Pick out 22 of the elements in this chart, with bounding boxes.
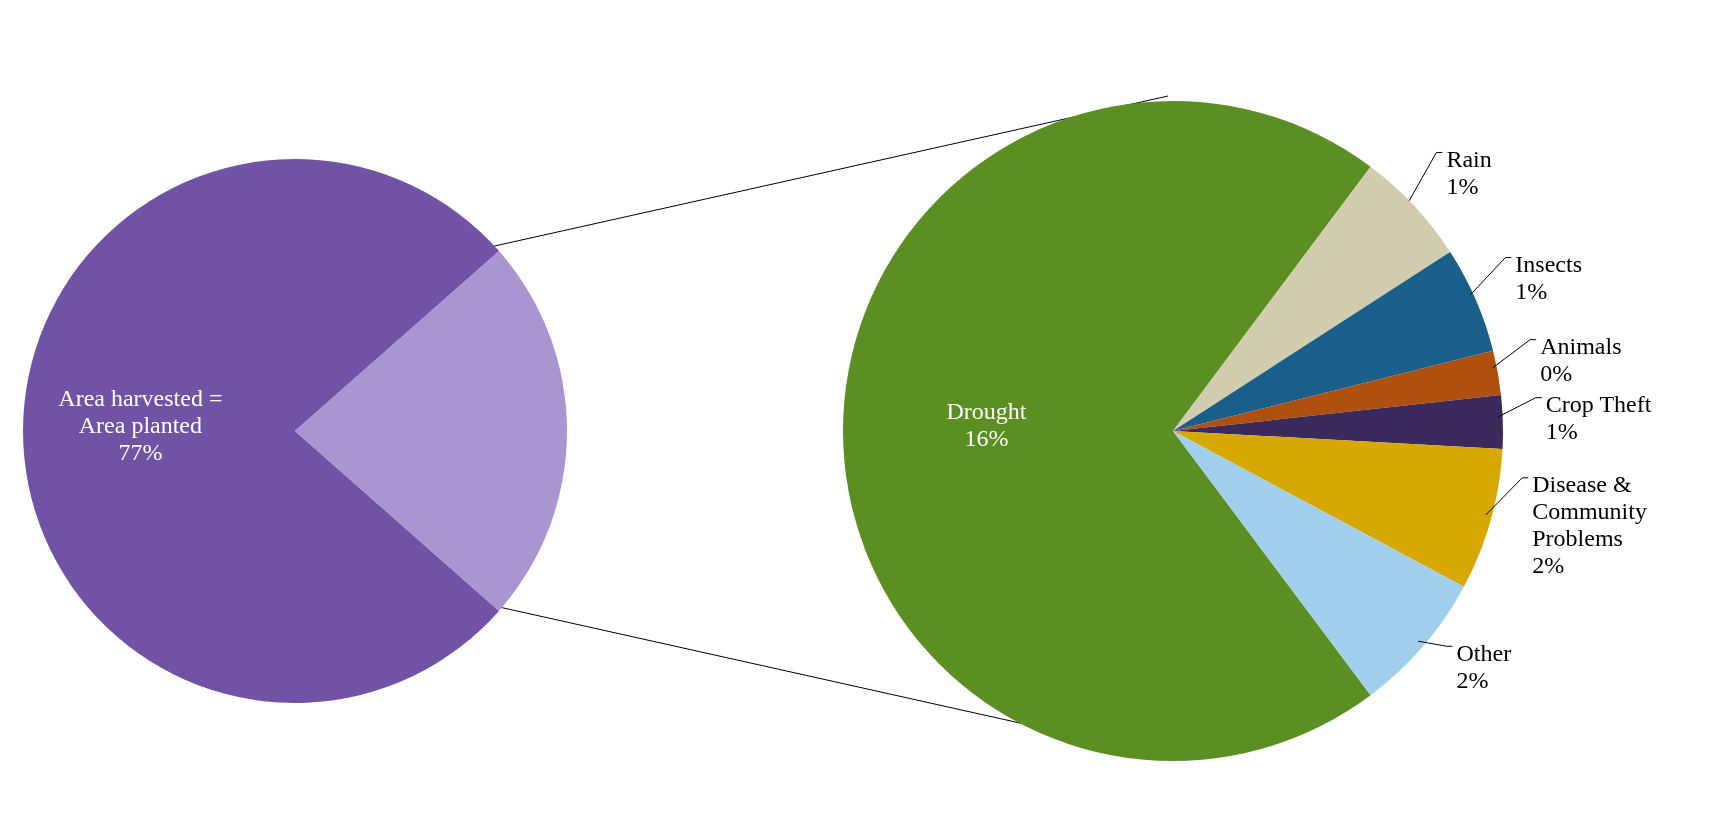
- slice-label: Area harvested = Area planted: [58, 384, 223, 438]
- slice-label: Insects: [1515, 250, 1583, 277]
- pie-slice: [1173, 251, 1494, 431]
- slice-label: Rain: [1446, 145, 1492, 172]
- pie-slice: [1173, 431, 1503, 587]
- slice-label: Crop Theft: [1545, 390, 1652, 417]
- data-label: 77%: [118, 438, 163, 465]
- slice-label: Animals: [1540, 332, 1622, 359]
- slice-label: Disease & Community Problems: [1532, 471, 1647, 552]
- data-label: 2%: [1532, 552, 1565, 579]
- data-label: 1%: [1515, 277, 1548, 304]
- data-label: 16%: [964, 425, 1009, 452]
- pie-slice: [295, 251, 567, 611]
- pie-slice: [23, 159, 500, 703]
- data-label: 1%: [1446, 172, 1479, 199]
- slice-label: Other: [1456, 639, 1512, 666]
- data-label: 1%: [1545, 417, 1578, 444]
- data-label: 2%: [1456, 666, 1489, 693]
- data-label: 0%: [1540, 359, 1573, 386]
- slice-label: Drought: [946, 398, 1027, 425]
- pie-slice: [843, 101, 1371, 761]
- pie-slice: [1173, 350, 1502, 431]
